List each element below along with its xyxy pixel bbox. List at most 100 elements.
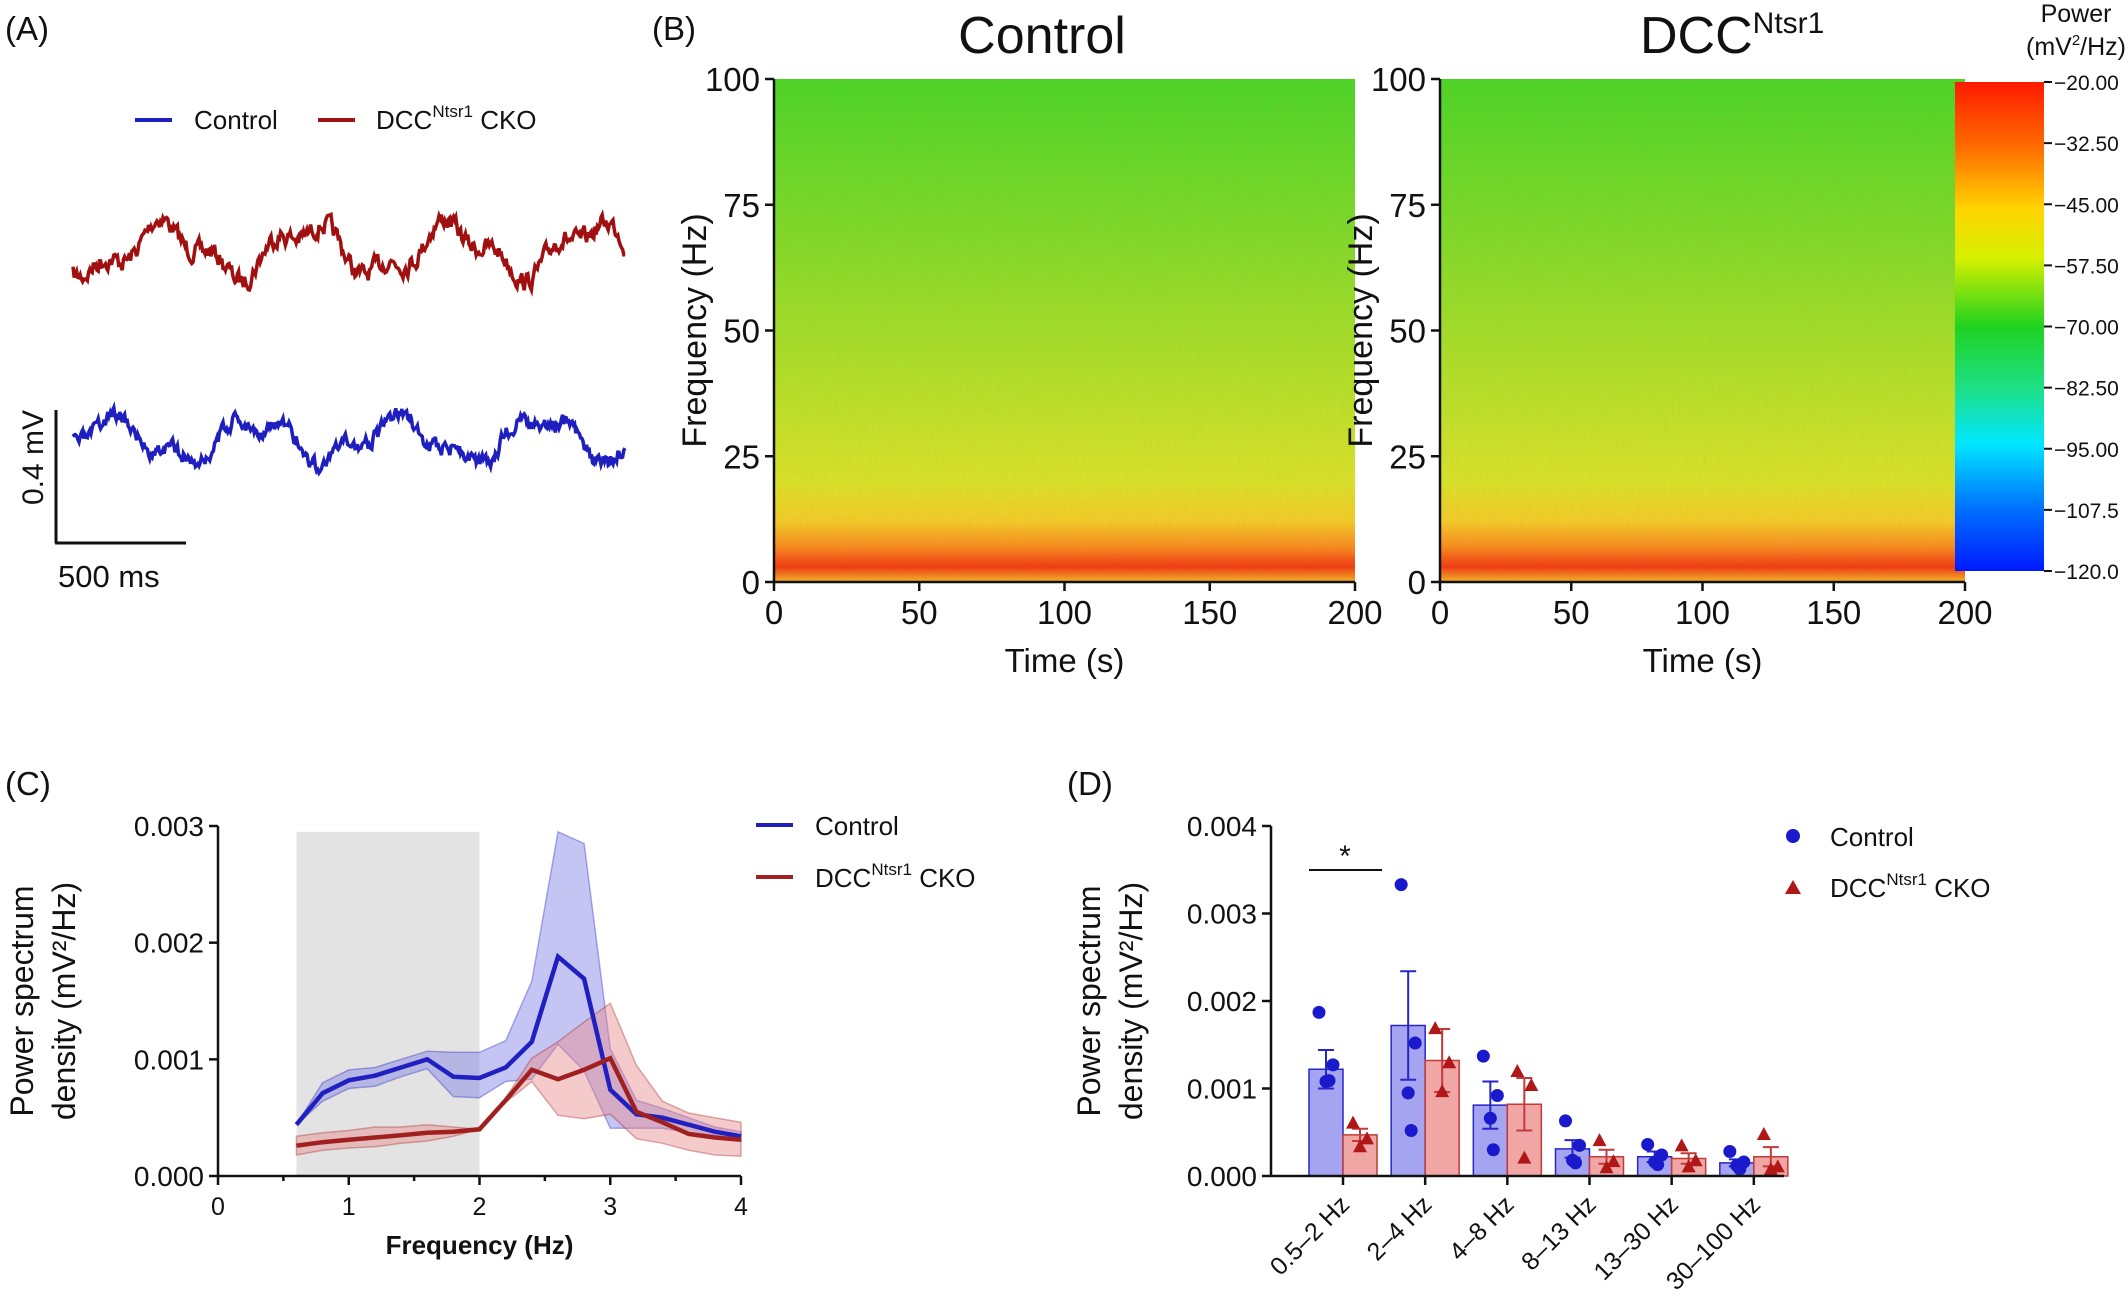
psd-sem-band-1 xyxy=(295,1002,742,1157)
colorbar-tick-label: −20.00 xyxy=(2054,72,2119,95)
colorbar: Power (mV2/Hz) −20.00 −32.50 −45.00 −57.50 −… xyxy=(1955,0,2126,584)
scale-bar-voltage-label: 0.4 mV xyxy=(17,410,50,505)
panel-a-legend: Control DCCNtsr1 CKO xyxy=(135,102,537,135)
significance-marker: * xyxy=(1339,840,1351,873)
colorbar-tick-label: −70.00 xyxy=(2054,317,2119,340)
control-eeg-trace xyxy=(71,401,627,477)
data-point-cko xyxy=(1681,1159,1696,1173)
data-point-control xyxy=(1559,1114,1572,1128)
data-point-cko xyxy=(1353,1139,1367,1153)
scale-bar: 0.4 mV 500 ms xyxy=(17,410,186,594)
psd-mean-line-1 xyxy=(296,1055,742,1148)
spectrogram-texture xyxy=(774,79,1355,582)
data-point-cko xyxy=(1688,1153,1703,1167)
data-point-control xyxy=(1394,878,1408,892)
data-point-cko xyxy=(1517,1150,1532,1164)
spectrogram-y-axis-label: Frequency (Hz) xyxy=(1342,213,1380,447)
legend-d-control-label: Control xyxy=(1830,822,1914,852)
spectrogram-x-tick-label: 150 xyxy=(1182,594,1237,631)
data-point-control xyxy=(1569,1156,1582,1170)
panel-a: (A) Control DCCNtsr1 CKO 0.4 mV 500 ms xyxy=(5,10,627,594)
panel-c-legend: Control DCCNtsr1 CKO xyxy=(756,811,976,893)
bar-category-label: 2–4 Hz xyxy=(1362,1190,1438,1266)
bar-y-tick-label: 0.003 xyxy=(1187,899,1257,930)
spectrogram-x-tick-label: 200 xyxy=(1327,594,1382,631)
colorbar-tick-label: −107.5 xyxy=(2054,500,2119,523)
data-point-control xyxy=(1483,1111,1497,1125)
bar-category-label: 8–13 Hz xyxy=(1516,1190,1602,1276)
data-point-control xyxy=(1476,1049,1490,1063)
legend-d-cko-label: DCCNtsr1 CKO xyxy=(1830,870,1991,903)
spectrogram-x-tick-label: 0 xyxy=(765,594,783,631)
spectrogram-y-tick-label: 25 xyxy=(723,438,760,475)
spectrogram-x-tick-label: 200 xyxy=(1937,594,1992,631)
spectrogram-y-tick-label: 50 xyxy=(723,313,760,350)
bar-y-axis-label-line2: density (mV²/Hz) xyxy=(1113,882,1149,1120)
bar-y-tick-label: 0.000 xyxy=(1187,1161,1257,1192)
colorbar-tick-label: −95.00 xyxy=(2054,439,2119,462)
psd-mean-line-0 xyxy=(294,952,742,1139)
spectrogram-y-tick-label: 100 xyxy=(705,61,760,98)
colorbar-tick-label: −120.0 xyxy=(2054,561,2119,584)
data-point-cko xyxy=(1435,1084,1450,1098)
data-point-cko xyxy=(1524,1078,1539,1091)
data-point-cko xyxy=(1428,1021,1443,1035)
data-point-cko xyxy=(1599,1160,1614,1174)
data-point-control xyxy=(1641,1138,1655,1151)
panel-c-label: (C) xyxy=(5,765,51,802)
cko-eeg-trace xyxy=(71,209,626,297)
spectrogram-control: 0 50 100 150 200 0 25 50 75 100 Time (s) Frequency … xyxy=(676,61,1383,679)
bar-y-axis-label-line1: Power spectrum xyxy=(1071,885,1107,1116)
spectrogram-y-tick-label: 75 xyxy=(1389,187,1426,224)
psd-x-tick-label: 2 xyxy=(473,1193,487,1221)
spectrogram-y-tick-label: 75 xyxy=(723,187,760,224)
psd-x-tick-label: 1 xyxy=(342,1193,356,1221)
spectrogram-x-tick-label: 50 xyxy=(901,594,938,631)
psd-y-tick-label: 0.003 xyxy=(134,811,204,842)
psd-y-tick-label: 0.000 xyxy=(134,1161,204,1192)
spectrogram-x-tick-label: 150 xyxy=(1806,594,1861,631)
bar-y-tick-label: 0.001 xyxy=(1187,1074,1257,1105)
spectrogram-x-tick-label: 0 xyxy=(1431,594,1449,631)
bar-y-tick-label: 0.002 xyxy=(1187,986,1257,1017)
spectrogram-x-tick-label: 100 xyxy=(1675,594,1730,631)
legend-control-label: Control xyxy=(194,105,278,135)
data-point-cko xyxy=(1360,1131,1374,1145)
data-point-cko xyxy=(1674,1138,1689,1152)
data-point-control xyxy=(1733,1162,1747,1176)
spectrogram-cko-title: DCCNtsr1 xyxy=(1640,7,1824,65)
psd-x-tick-label: 3 xyxy=(603,1193,617,1221)
data-point-control xyxy=(1322,1074,1336,1088)
colorbar-tick-label: −45.00 xyxy=(2054,194,2119,217)
bar-category-label: 4–8 Hz xyxy=(1444,1190,1520,1266)
psd-x-tick-label: 4 xyxy=(734,1193,748,1221)
data-point-cko xyxy=(1763,1162,1778,1175)
spectrogram-y-tick-label: 0 xyxy=(1408,564,1426,601)
spectrogram-texture xyxy=(1440,79,1965,582)
colorbar-tick-label: −82.50 xyxy=(2054,378,2119,401)
colorbar-tick-label: −57.50 xyxy=(2054,255,2119,278)
spectrogram-y-tick-label: 100 xyxy=(1371,61,1426,98)
data-point-control xyxy=(1573,1138,1586,1152)
colorbar-gradient xyxy=(1955,82,2044,571)
data-point-control xyxy=(1312,1005,1326,1019)
spectrogram-x-tick-label: 50 xyxy=(1553,594,1590,631)
psd-y-axis-label-line2: density (mV²/Hz) xyxy=(46,882,82,1120)
spectrogram-y-tick-label: 0 xyxy=(742,564,760,601)
data-point-cko xyxy=(1442,1055,1457,1069)
data-point-control xyxy=(1651,1158,1665,1172)
data-point-control xyxy=(1723,1145,1737,1158)
spectrogram-cko: 0 50 100 150 200 0 25 50 75 100 Time (s) Frequency … xyxy=(1342,61,1993,679)
legend-d-cko-marker xyxy=(1785,880,1801,894)
legend-c-cko-label: DCCNtsr1 CKO xyxy=(815,860,976,893)
panel-d-legend: Control DCCNtsr1 CKO xyxy=(1785,822,1991,903)
data-point-control xyxy=(1404,1124,1418,1137)
psd-y-axis-label-line1: Power spectrum xyxy=(4,885,40,1116)
bar-y-tick-label: 0.004 xyxy=(1187,811,1257,842)
panel-c: (C) 0 1 2 3 4 0.000 0.001 0.002 0.003 Frequency (… xyxy=(4,765,976,1260)
spectrogram-x-axis-label: Time (s) xyxy=(1005,642,1125,679)
bar-category-label: 0.5–2 Hz xyxy=(1265,1190,1356,1281)
data-point-cko xyxy=(1346,1115,1360,1129)
